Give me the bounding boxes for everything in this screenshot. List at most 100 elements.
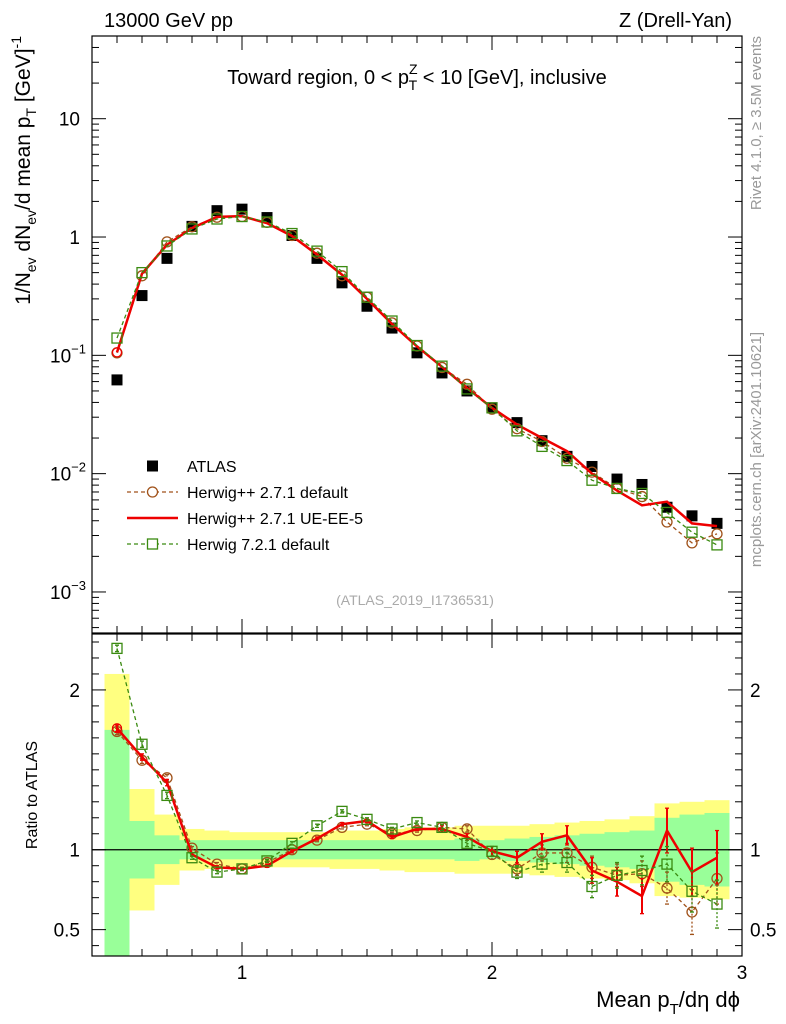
ratio-herwig7-default-point [636, 864, 648, 877]
ratio-y-axis-label: Ratio to ATLAS [24, 741, 41, 849]
legend-entry: Herwig 7.2.1 default [127, 537, 330, 554]
ratio-herwig7-default-point [386, 823, 398, 835]
atlas-data-point [411, 347, 423, 359]
ratio-herwig7-default-point [586, 880, 598, 893]
main-series [111, 210, 723, 551]
herwig7-default-point [161, 240, 173, 252]
herwig7-default-point [111, 332, 123, 344]
herwig7-default-point [686, 526, 698, 538]
herwig7-default-point [261, 216, 273, 228]
header-energy-label: 13000 GeV pp [104, 10, 233, 32]
atlas-data-point [511, 417, 523, 429]
ratio-series [111, 723, 719, 915]
herwigpp-default-point [686, 537, 698, 549]
x-axis-label: Mean pT/dη dϕ [596, 987, 740, 1018]
ratio-herwig7-default-point [536, 858, 548, 870]
herwig7-default-point [361, 291, 373, 303]
herwig7-default-point [336, 265, 348, 278]
herwig7-default-point [411, 339, 423, 352]
atlas-data-point [136, 290, 148, 302]
ratio-herwig7-default-point [411, 816, 423, 829]
ratio-herwig7-default-point [211, 866, 223, 878]
herwig7-default-point [611, 482, 623, 495]
header-process-label: Z (Drell-Yan) [619, 10, 732, 32]
ratio-herwig7-default-point [461, 837, 473, 849]
herwig7-default-point [436, 360, 448, 372]
x-tick-label: 3 [737, 963, 748, 984]
ratio-uncertainty-bands [104, 673, 730, 956]
ratio-y-tick-label-left: 0.5 [54, 921, 80, 942]
ratio-herwigpp-default-point [661, 882, 673, 894]
ratio-herwig7-default-point [311, 820, 323, 832]
analysis-watermark: (ATLAS_2019_I1736531) [336, 592, 494, 608]
mcplots-source-label: mcplots.cern.ch [arXiv:2401.10621] [748, 332, 765, 567]
atlas-data-point [211, 205, 223, 217]
atlas-data-point [686, 510, 698, 522]
atlas-data-point [536, 435, 548, 447]
main-series [111, 203, 723, 529]
ratio-frame [91, 633, 743, 957]
plot-title: Toward region, 0 < pZ T < 10 [GeV], inclu… [227, 61, 606, 93]
ratio-y-tick-label-right: 2 [750, 681, 761, 702]
legend-entry: Herwig++ 2.7.1 UE-EE-5 [127, 511, 363, 528]
ratio-herwig7-default-point [161, 789, 173, 802]
ratio-herwig7-default-point [286, 837, 298, 849]
herwig7-default-point [311, 245, 323, 257]
ratio-y-tick-label-left: 2 [69, 681, 80, 702]
herwig7-default-point [511, 425, 523, 437]
ratio-panel: 0.5 0.5 1 1 2 2 1 2 3 [54, 633, 776, 984]
ratio-herwig7-default-point [336, 805, 348, 818]
legend-entry: Herwig++ 2.7.1 default [127, 485, 349, 502]
herwig7-default-point [236, 210, 248, 223]
herwig7-default-point [661, 506, 673, 519]
ratio-herwig7-default-point [136, 738, 148, 750]
legend-label: Herwig 7.2.1 default [187, 537, 330, 554]
herwigpp-default-point [661, 516, 673, 528]
herwig7-default-point [186, 223, 198, 235]
herwig7-default-point [461, 383, 473, 395]
atlas-data-point [711, 517, 723, 529]
atlas-data-point [336, 277, 348, 289]
legend-entry: ATLAS [147, 459, 237, 476]
legend-label: Herwig++ 2.7.1 default [187, 485, 349, 502]
ratio-y-tick-label-left: 1 [69, 841, 80, 862]
atlas-data-point [611, 473, 623, 485]
atlas-data-point [361, 300, 373, 312]
herwigpp-default-point [711, 528, 723, 540]
legend-marker [146, 486, 159, 498]
ratio-ueee5-point [111, 723, 123, 734]
atlas-data-point [236, 203, 248, 215]
main-series-group [111, 203, 723, 551]
ratio-herwig7-default-point [486, 845, 498, 857]
ratio-herwig7-default-point [511, 866, 523, 878]
ratio-y-tick-label-right: 1 [750, 841, 761, 862]
ratio-axis-ticks: 0.5 0.5 1 1 2 2 1 2 3 [54, 641, 776, 984]
legend: ATLAS Herwig++ 2.7.1 default Herwig++ 2.7.… [127, 459, 363, 554]
herwig7-default-point [561, 454, 573, 467]
x-tick-label: 2 [487, 963, 498, 984]
ratio-y-tick-label-right: 0.5 [750, 921, 776, 942]
ratio-series [111, 642, 723, 929]
herwig7-default-point [586, 474, 598, 486]
ratio-stat-uncertainty-band [104, 729, 130, 956]
atlas-data-point [586, 460, 598, 472]
ratio-herwig7-default-point [236, 863, 248, 875]
x-tick-label: 1 [237, 963, 248, 984]
ratio-herwig7-default-point [111, 642, 123, 655]
atlas-data-point [186, 220, 198, 232]
ratio-model-dashed-line [116, 648, 718, 905]
model-dashed-line [116, 215, 718, 546]
ratio-herwig7-default-point [361, 813, 373, 826]
herwig7-default-point [386, 315, 398, 327]
ueee5-point [111, 347, 123, 358]
herwig7-default-point [136, 266, 148, 279]
legend-marker [147, 460, 158, 472]
main-y-tick-label: 10−2 [50, 460, 86, 486]
main-y-axis-label: 1/Nev dNev/d mean pT [GeV]-1 [8, 36, 39, 305]
legend-label: Herwig++ 2.7.1 UE-EE-5 [187, 511, 363, 528]
herwig7-default-point [286, 227, 298, 240]
ratio-herwig7-default-point [561, 856, 573, 869]
atlas-data-point [111, 374, 123, 386]
legend-label: ATLAS [187, 459, 237, 476]
